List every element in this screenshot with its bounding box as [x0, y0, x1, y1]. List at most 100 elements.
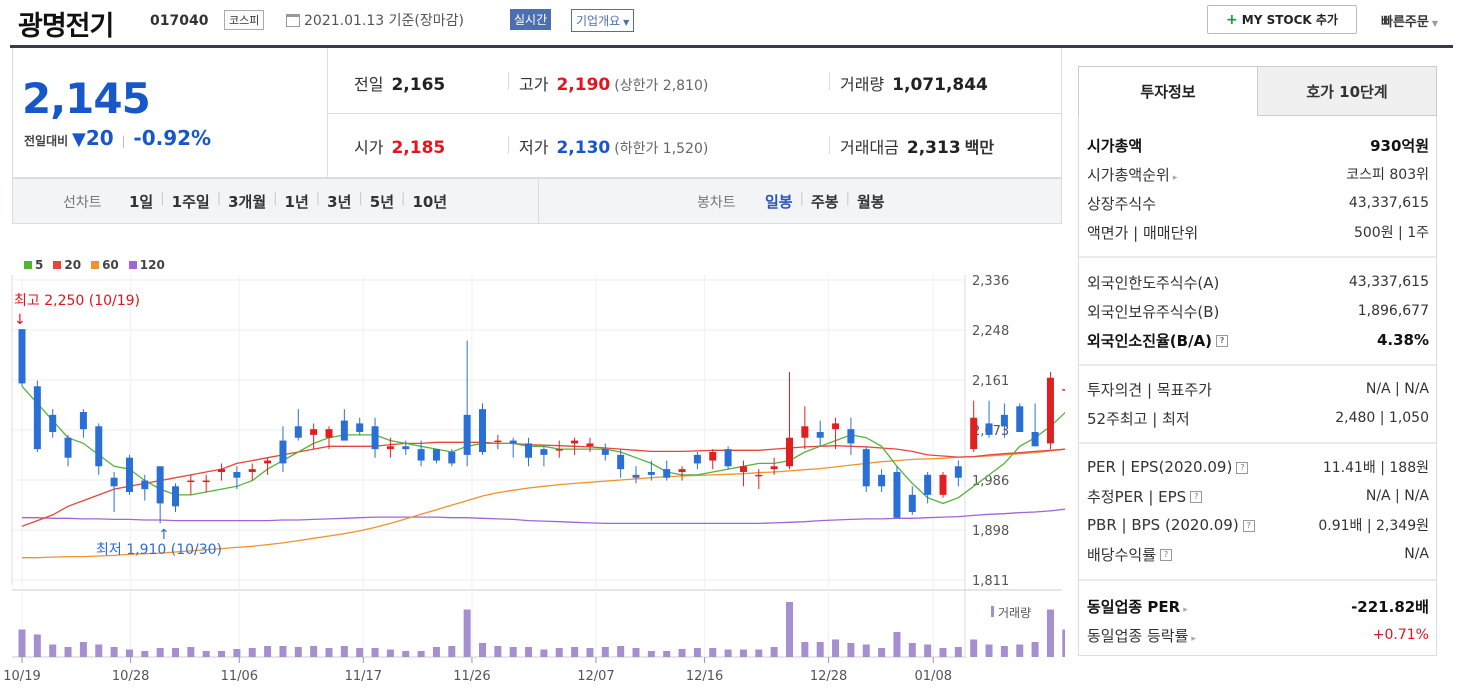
- max-annotation: 최고 2,250 (10/19): [14, 293, 140, 309]
- volume-bar: [571, 647, 579, 657]
- info-row: 투자의견 | 목표주가 N/A | N/A: [1087, 375, 1429, 403]
- info-label-text: 시가총액순위: [1087, 165, 1170, 184]
- line-period-0[interactable]: 1일: [129, 193, 154, 211]
- line-chart-label: 선차트: [63, 195, 102, 211]
- volume-bar: [647, 651, 655, 657]
- volume-bar: [862, 644, 870, 657]
- x-tick-label: 12/28: [810, 669, 847, 684]
- candle-body: [494, 440, 502, 443]
- volume-bar: [18, 629, 26, 657]
- tab-separator: |: [845, 191, 850, 206]
- candle-body: [770, 466, 778, 470]
- volume-bar: [187, 647, 195, 657]
- max-arrow: ↓: [14, 312, 26, 328]
- caret-right-icon[interactable]: ▸: [1191, 633, 1196, 644]
- info-value: N/A: [1404, 546, 1429, 562]
- info-value: +0.71%: [1372, 627, 1429, 643]
- candle-body: [294, 426, 302, 438]
- volume-bar: [693, 648, 701, 657]
- help-icon[interactable]: ?: [1236, 461, 1249, 474]
- line-period-3[interactable]: 1년: [284, 193, 309, 211]
- line-period-5[interactable]: 5년: [369, 193, 395, 211]
- candle-body: [586, 443, 594, 447]
- line-period-6[interactable]: 10년: [412, 193, 448, 211]
- info-label: 동일업종 등락률 ▸: [1087, 625, 1196, 646]
- legend-swatch: [91, 261, 100, 269]
- volume-bar: [310, 646, 318, 657]
- info-label: 시가총액순위 ▸: [1087, 164, 1177, 185]
- info-label: 외국인보유주식수(B): [1087, 301, 1219, 322]
- tab-separator: |: [401, 191, 406, 206]
- tab-separator: |: [358, 191, 363, 206]
- info-label: 외국인소진율(B/A)?: [1087, 330, 1229, 351]
- info-divider: [1079, 442, 1436, 444]
- volume-label: 거래량: [998, 606, 1031, 620]
- info-row: 추정PER | EPS? N/A | N/A: [1087, 482, 1429, 510]
- volume-bar: [586, 648, 594, 657]
- volume-bar: [141, 651, 149, 657]
- volume-bar: [617, 646, 625, 657]
- tab-order-book[interactable]: 호가 10단계: [1257, 66, 1437, 116]
- volume-bar: [340, 646, 348, 657]
- prev-close: 전일 2,165: [354, 71, 445, 95]
- info-row: 외국인소진율(B/A)? 4.38%: [1087, 326, 1429, 354]
- info-label-text: 액면가 | 매매단위: [1087, 223, 1199, 242]
- info-label-text: 외국인소진율(B/A): [1087, 331, 1213, 350]
- realtime-button[interactable]: 실시간: [510, 9, 552, 30]
- quick-order-button[interactable]: 빠른주문 ▼: [1381, 11, 1438, 30]
- legend-swatch: [128, 261, 137, 269]
- line-period-1[interactable]: 1주일: [171, 193, 210, 211]
- candle-body: [632, 474, 640, 478]
- info-divider: [1079, 364, 1436, 366]
- candle-body: [448, 452, 456, 464]
- volume-bar: [601, 647, 609, 657]
- market-badge: 코스피: [224, 10, 265, 30]
- stock-chart[interactable]: 2,3362,2482,1612,0731,9861,8981,81110/19…: [0, 270, 1065, 695]
- info-value: -221.82배: [1351, 597, 1429, 616]
- volume-bar: [755, 649, 763, 657]
- calendar-icon: [286, 13, 300, 27]
- candle-period-0[interactable]: 일봉: [765, 193, 793, 211]
- candle-body: [49, 414, 57, 432]
- stock-name: 광명전기: [18, 11, 114, 42]
- candle-body: [79, 412, 87, 430]
- candle-body: [95, 426, 103, 467]
- help-icon[interactable]: ?: [1242, 519, 1255, 532]
- candle-body: [801, 426, 809, 438]
- candle-body: [540, 449, 548, 455]
- candle-body: [908, 494, 916, 512]
- down-arrow-icon: ▼: [72, 129, 86, 150]
- candle-period-1[interactable]: 주봉: [811, 193, 839, 211]
- help-icon[interactable]: ?: [1190, 491, 1203, 503]
- info-value: N/A | N/A: [1365, 381, 1429, 397]
- high-label: 고가: [519, 75, 549, 94]
- info-row: 외국인보유주식수(B) 1,896,677: [1087, 297, 1429, 325]
- info-value: 11.41배 | 188원: [1322, 460, 1429, 476]
- my-stock-button[interactable]: + MY STOCK 추가: [1207, 5, 1357, 34]
- volume-bar: [555, 648, 563, 657]
- volume-bar: [509, 647, 517, 657]
- caret-right-icon[interactable]: ▸: [1172, 172, 1178, 183]
- candle-body: [233, 472, 241, 478]
- volume-bar: [95, 644, 103, 657]
- caret-right-icon[interactable]: ▸: [1183, 604, 1188, 615]
- legend-label: 60: [102, 258, 119, 272]
- info-label-text: 투자의견 | 목표주가: [1087, 380, 1212, 399]
- legend-swatch: [24, 261, 32, 269]
- line-period-4[interactable]: 3년: [327, 193, 352, 211]
- line-period-tabs: 1일 | 1주일 | 3개월 | 1년 | 3년 | 5년 | 10년: [129, 191, 447, 212]
- tab-investment-info[interactable]: 투자정보: [1078, 66, 1258, 116]
- help-icon[interactable]: ?: [1160, 549, 1173, 561]
- candle-body: [525, 443, 533, 458]
- volume-value: 1,071,844: [892, 75, 988, 95]
- info-label: 추정PER | EPS?: [1087, 486, 1203, 507]
- stock-code: 017040: [150, 13, 209, 29]
- help-icon[interactable]: ?: [1216, 335, 1229, 347]
- chevron-down-icon: ▼: [623, 18, 630, 27]
- candle-period-2[interactable]: 월봉: [857, 193, 885, 211]
- overview-dropdown[interactable]: 기업개요 ▼: [571, 9, 635, 32]
- line-period-2[interactable]: 3개월: [228, 193, 267, 211]
- plus-icon: +: [1226, 11, 1238, 28]
- info-label: 액면가 | 매매단위: [1087, 222, 1198, 243]
- volume-bar: [356, 648, 364, 657]
